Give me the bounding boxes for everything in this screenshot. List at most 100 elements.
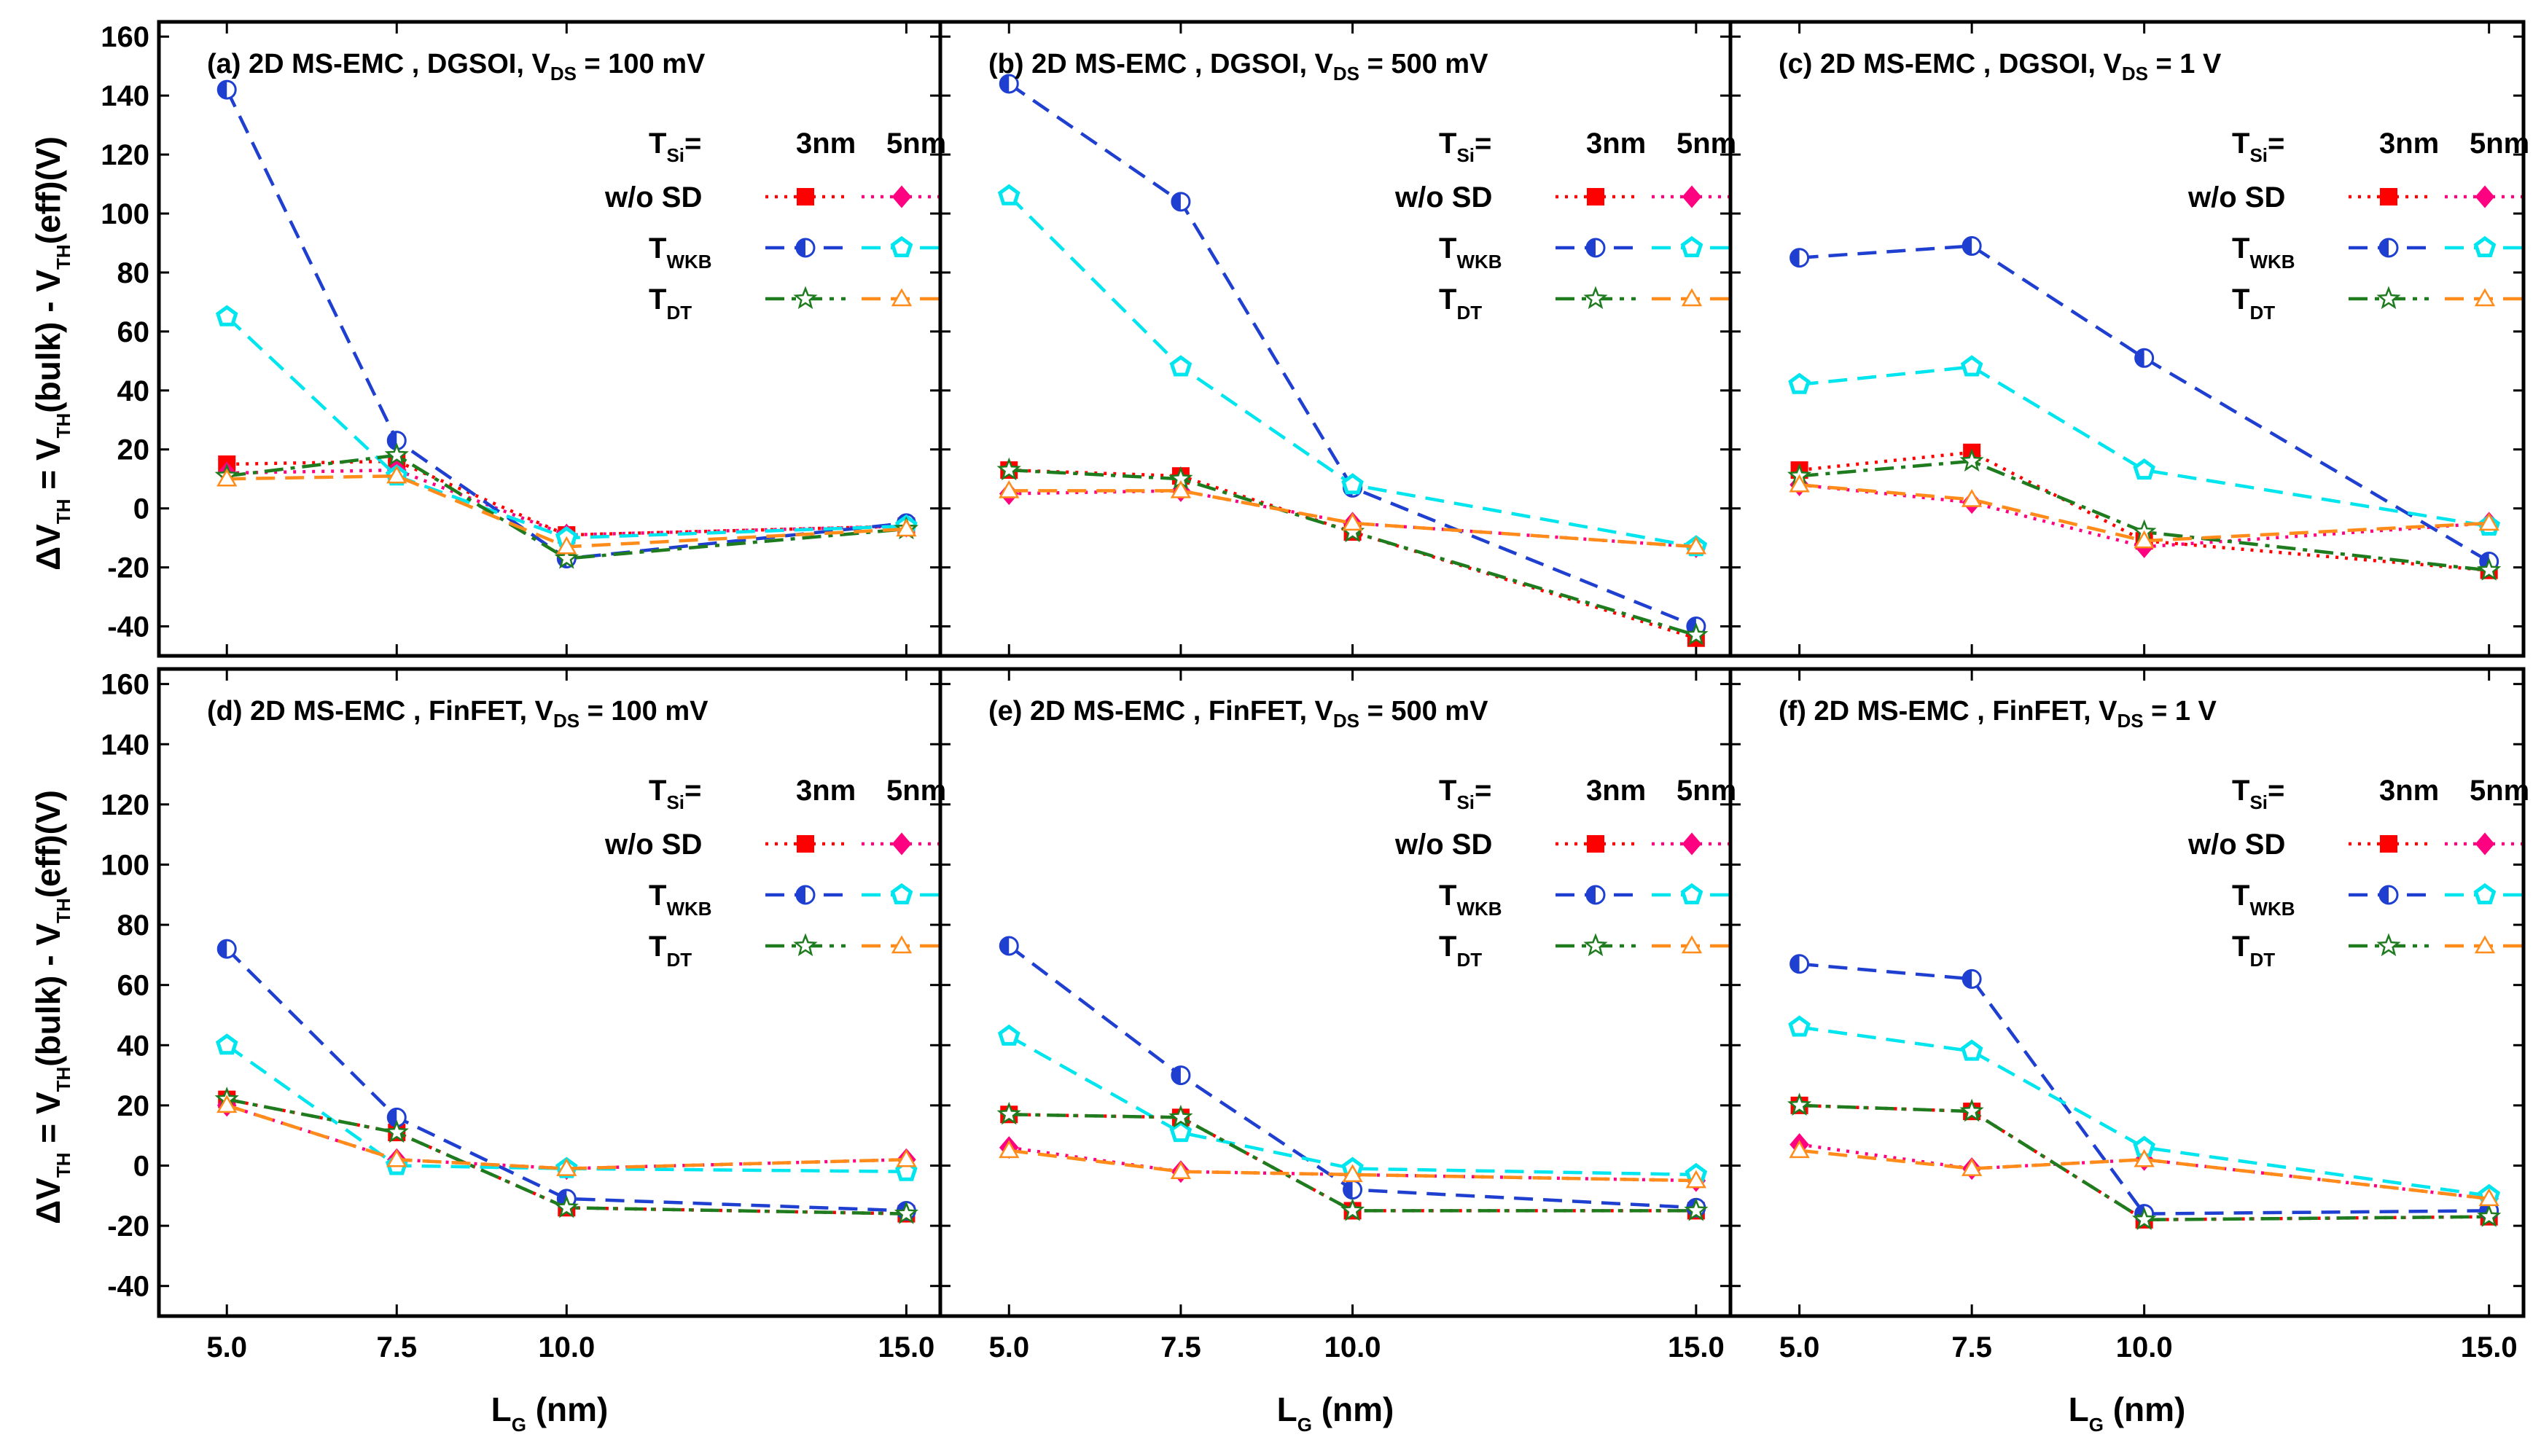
series-4 — [1787, 1092, 2502, 1231]
legend-tsi-part: T — [1439, 775, 1456, 807]
data-point — [2134, 348, 2155, 368]
legend-tsi-part: Si — [666, 791, 684, 813]
data-point — [216, 939, 237, 959]
y-axis-label-part: (bulk) - V — [29, 270, 67, 413]
data-point — [1789, 248, 1810, 268]
series-line — [1009, 468, 1697, 637]
legend-swatch-marker — [1583, 933, 1608, 957]
legend-swatch-marker — [1587, 188, 1604, 206]
legend-swatch-marker — [795, 885, 816, 905]
legend-swatch-marker — [2378, 885, 2399, 905]
data-point — [999, 936, 1019, 956]
panel-title-part: = 100 mV — [577, 49, 706, 79]
legend-swatch-marker — [2380, 188, 2397, 206]
x-axis-label-part: G — [1297, 1414, 1312, 1436]
legend-row-label: TDT — [2232, 931, 2275, 971]
legend-tsi-part: Si — [1456, 791, 1475, 813]
legend-tsi-part: Si — [2249, 791, 2268, 813]
data-point — [1340, 1197, 1365, 1221]
legend-swatch-marker — [1682, 185, 1702, 208]
x-axis-label-part: (nm) — [2104, 1390, 2185, 1428]
y-tick-label: 20 — [117, 434, 150, 466]
series-4 — [214, 1087, 919, 1224]
legend-row-label: TWKB — [1439, 232, 1502, 273]
data-point — [1685, 1170, 1707, 1189]
series-line — [1799, 1143, 2489, 1201]
panel-title: (c) 2D MS-EMC , DGSOI, VDS = 1 V — [1779, 49, 2222, 85]
y-tick-label: 160 — [101, 669, 149, 701]
legend-row-main: T — [649, 880, 666, 912]
y-axis-label-part: (bulk) - V — [29, 923, 67, 1067]
series-5 — [999, 480, 1707, 555]
y-tick-label: 80 — [117, 257, 150, 289]
marker-half — [1000, 936, 1010, 955]
legend-swatch-marker — [1681, 288, 1703, 307]
y-axis-label-part: TH — [52, 1067, 74, 1092]
data-point — [1962, 236, 1982, 257]
legend-swatch-marker — [2475, 832, 2495, 856]
y-tick-label: 60 — [117, 316, 150, 348]
legend-swatch-marker — [1585, 885, 1606, 905]
y-tick-label: 40 — [117, 1030, 150, 1062]
series-line — [1799, 450, 2489, 572]
y-tick-label: 0 — [133, 493, 149, 525]
legend-col-5nm: 5nm — [1677, 128, 1736, 160]
x-axis-label-part: L — [1277, 1390, 1297, 1428]
marker-half — [1790, 955, 1800, 973]
data-point — [386, 465, 407, 484]
legend-row-main: T — [649, 931, 666, 963]
legend-swatch-marker — [1587, 835, 1604, 853]
y-axis-label-part: ΔV — [29, 524, 67, 571]
data-point — [1343, 1180, 1363, 1200]
x-axis-label-part: L — [491, 1390, 512, 1428]
y-axis-title: ΔVTH = VTH(bulk) - VTH(eff)(V) — [29, 136, 74, 571]
series-line — [1007, 195, 1697, 549]
marker-half — [1963, 970, 1972, 988]
panel-title: (f) 2D MS-EMC , FinFET, VDS = 1 V — [1779, 696, 2217, 732]
marker-half — [1587, 239, 1596, 257]
legend-col-3nm: 3nm — [2379, 775, 2439, 807]
legend-swatch-marker — [2380, 835, 2397, 853]
legend-row-wosd: w/o SD — [2187, 181, 2285, 214]
data-point — [999, 480, 1020, 498]
data-point — [386, 1148, 407, 1167]
series-line — [1008, 1034, 1696, 1177]
series-line — [1008, 82, 1697, 628]
marker-half — [1171, 192, 1181, 211]
x-axis-title: LG (nm) — [491, 1390, 609, 1436]
legend-row-sub: DT — [1456, 949, 1482, 971]
y-tick-label: 140 — [101, 729, 149, 761]
legend-tsi-part: T — [1439, 128, 1456, 160]
data-point — [2134, 1148, 2155, 1167]
legend-tsi-part: Si — [666, 144, 684, 166]
series-line — [225, 947, 907, 1213]
legend-row-label: TDT — [2232, 283, 2275, 324]
x-axis-label-part: (nm) — [1312, 1390, 1394, 1428]
legend-swatch-marker — [795, 238, 816, 258]
data-point — [1787, 1092, 1812, 1116]
series-line — [225, 1044, 907, 1173]
legend-col-5nm: 5nm — [886, 775, 946, 807]
y-tick-label: 40 — [117, 375, 150, 407]
series-line — [1799, 365, 2490, 528]
series-4 — [1787, 448, 2502, 581]
x-tick-label: 10.0 — [2116, 1331, 2173, 1363]
series-line — [1009, 489, 1697, 549]
x-tick-label: 15.0 — [2461, 1331, 2518, 1363]
y-tick-label: 100 — [101, 198, 149, 230]
data-point — [1170, 1161, 1192, 1179]
y-axis-label-part: ΔV — [29, 1178, 67, 1224]
legend-tsi-part: T — [649, 775, 666, 807]
legend-swatch-marker — [2474, 935, 2496, 954]
legend-row-label: TWKB — [1439, 880, 1502, 920]
data-point — [2478, 512, 2499, 531]
data-point — [1169, 355, 1193, 377]
x-tick-label: 5.0 — [988, 1331, 1029, 1363]
legend-swatch-marker — [1680, 882, 1703, 904]
panel-title: (a) 2D MS-EMC , DGSOI, VDS = 100 mV — [207, 49, 706, 85]
series-line — [1799, 459, 2489, 572]
series-5 — [999, 1140, 1707, 1189]
